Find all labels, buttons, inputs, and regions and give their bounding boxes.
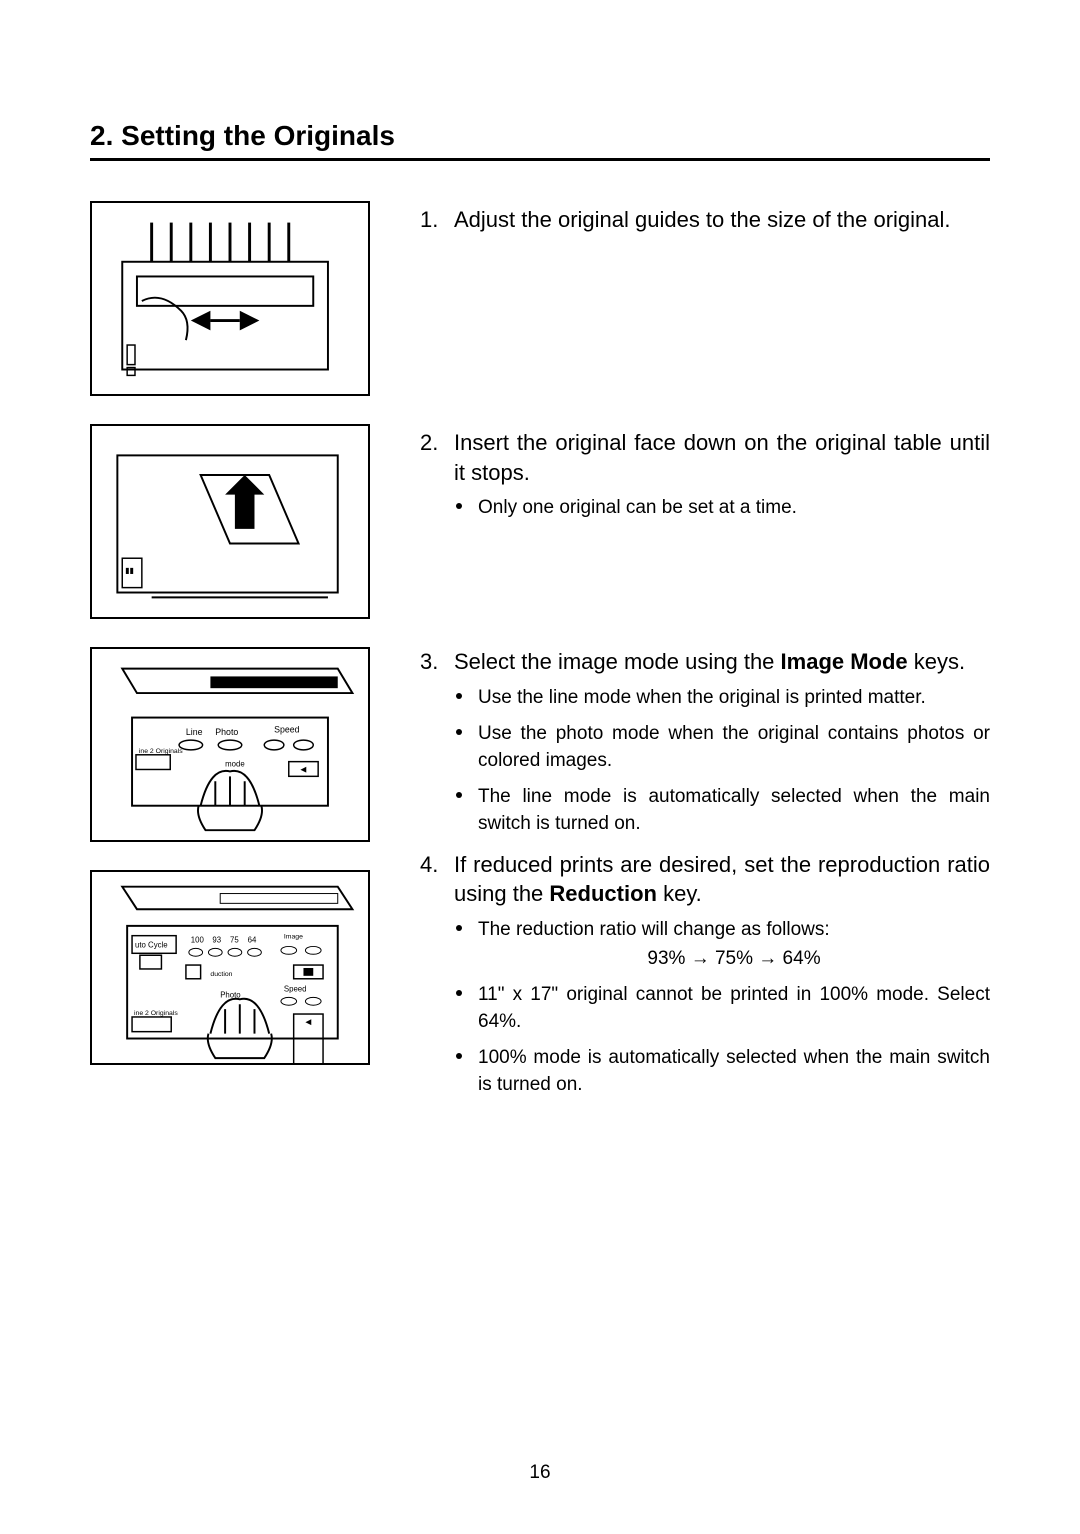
bullet-text: The reduction ratio will change as follo… <box>478 917 990 972</box>
bullet-text: Only one original can be set at a time. <box>478 495 990 522</box>
svg-text:Speed: Speed <box>274 724 300 734</box>
step-4-num: 4. <box>420 850 444 909</box>
step-1-body: Adjust the original guides to the size o… <box>454 205 990 235</box>
step-4-bold: Reduc­tion <box>549 881 657 906</box>
figures-3-4-col: Line Photo Speed ine 2 Originals mode ◄ <box>90 647 370 1109</box>
svg-text:93: 93 <box>212 936 221 945</box>
bullet-dot-icon <box>456 1045 464 1098</box>
step-1-num: 1. <box>420 205 444 235</box>
svg-text:◄: ◄ <box>299 764 309 775</box>
step-3-pre: Select the image mode using the <box>454 649 781 674</box>
step-4-body: If reduced prints are desired, set the r… <box>454 850 990 909</box>
bullet-dot-icon <box>456 495 464 522</box>
svg-text:ine 2 Originals: ine 2 Originals <box>134 1010 178 1017</box>
ratio-sequence: 93% → 75% → 64% <box>478 946 990 973</box>
figure-4-svg: uto Cycle 100 93 75 64 Image duction <box>92 872 368 1063</box>
step-2-text: 2. Insert the original face down on the … <box>420 424 990 532</box>
bullet-dot-icon <box>456 685 464 712</box>
svg-text:Speed: Speed <box>284 984 307 993</box>
bullet-text: 100% mode is automatically selected when… <box>478 1045 990 1098</box>
step-4-post: key. <box>657 881 702 906</box>
content-area: 1. Adjust the original guides to the siz… <box>90 201 990 1109</box>
svg-text:uto Cycle: uto Cycle <box>135 940 168 949</box>
section-header: 2. Setting the Originals <box>90 120 990 161</box>
svg-text:64: 64 <box>248 936 257 945</box>
bullet-dot-icon <box>456 982 464 1035</box>
step-3-item: 3. Select the image mode using the Image… <box>420 647 990 677</box>
ratio-intro: The reduction ratio will change as follo… <box>478 919 830 940</box>
list-item: Only one original can be set at a time. <box>456 495 990 522</box>
figure-1 <box>90 201 370 396</box>
svg-text:Line: Line <box>186 727 203 737</box>
page-number: 16 <box>0 1462 1080 1484</box>
bullet-text: 11" x 17" original cannot be printed in … <box>478 982 990 1035</box>
bullet-text: The line mode is automatically selected … <box>478 784 990 837</box>
figure-1-svg <box>92 203 368 394</box>
svg-text:▮▮: ▮▮ <box>125 566 134 575</box>
step-2-item: 2. Insert the original face down on the … <box>420 428 990 487</box>
svg-text:ine 2 Originals: ine 2 Originals <box>139 748 183 755</box>
step-1-text: 1. Adjust the original guides to the siz… <box>420 201 990 243</box>
step-3-body: Select the image mode using the Image Mo… <box>454 647 990 677</box>
step-3-num: 3. <box>420 647 444 677</box>
section-number: 2. <box>90 120 113 151</box>
svg-text:75: 75 <box>230 936 239 945</box>
step-2-row: ▮▮ 2. Insert the original face down on t… <box>90 424 990 619</box>
figure-4: uto Cycle 100 93 75 64 Image duction <box>90 870 370 1065</box>
step-1-row: 1. Adjust the original guides to the siz… <box>90 201 990 396</box>
step-4-item: 4. If reduced prints are desired, set th… <box>420 850 990 909</box>
svg-text:Photo: Photo <box>215 727 238 737</box>
svg-text:◄: ◄ <box>303 1017 313 1028</box>
figure-2-svg: ▮▮ <box>92 426 368 617</box>
bullet-dot-icon <box>456 721 464 774</box>
step-4-pre: If reduced prints are desired, set the r… <box>454 852 990 907</box>
step-3-bullets: Use the line mode when the original is p… <box>456 685 990 838</box>
list-item: The reduction ratio will change as follo… <box>456 917 990 972</box>
bullet-text: Use the photo mode when the original con… <box>478 721 990 774</box>
figure-2: ▮▮ <box>90 424 370 619</box>
bullet-dot-icon <box>456 784 464 837</box>
steps-3-4-text: 3. Select the image mode using the Image… <box>420 647 990 1109</box>
svg-text:Image: Image <box>284 934 303 941</box>
svg-text:mode: mode <box>225 760 245 769</box>
bullet-dot-icon <box>456 917 464 972</box>
figure-3: Line Photo Speed ine 2 Originals mode ◄ <box>90 647 370 842</box>
step-3-bold: Image Mode <box>781 649 908 674</box>
svg-text:duction: duction <box>210 971 232 978</box>
list-item: 100% mode is automatically selected when… <box>456 1045 990 1098</box>
steps-3-4-row: Line Photo Speed ine 2 Originals mode ◄ <box>90 647 990 1109</box>
step-2-num: 2. <box>420 428 444 487</box>
step-4-bullets: The reduction ratio will change as follo… <box>456 917 990 1099</box>
step-2-bullets: Only one original can be set at a time. <box>456 495 990 522</box>
figure-3-svg: Line Photo Speed ine 2 Originals mode ◄ <box>92 649 368 840</box>
section-title: Setting the Originals <box>121 120 395 151</box>
bullet-text: Use the line mode when the original is p… <box>478 685 990 712</box>
step-3-post: keys. <box>908 649 965 674</box>
list-item: Use the photo mode when the original con… <box>456 721 990 774</box>
step-2-body: Insert the original face down on the ori… <box>454 428 990 487</box>
step-1-item: 1. Adjust the original guides to the siz… <box>420 205 990 235</box>
list-item: Use the line mode when the original is p… <box>456 685 990 712</box>
list-item: 11" x 17" original cannot be printed in … <box>456 982 990 1035</box>
svg-text:100: 100 <box>191 936 205 945</box>
list-item: The line mode is automatically selected … <box>456 784 990 837</box>
